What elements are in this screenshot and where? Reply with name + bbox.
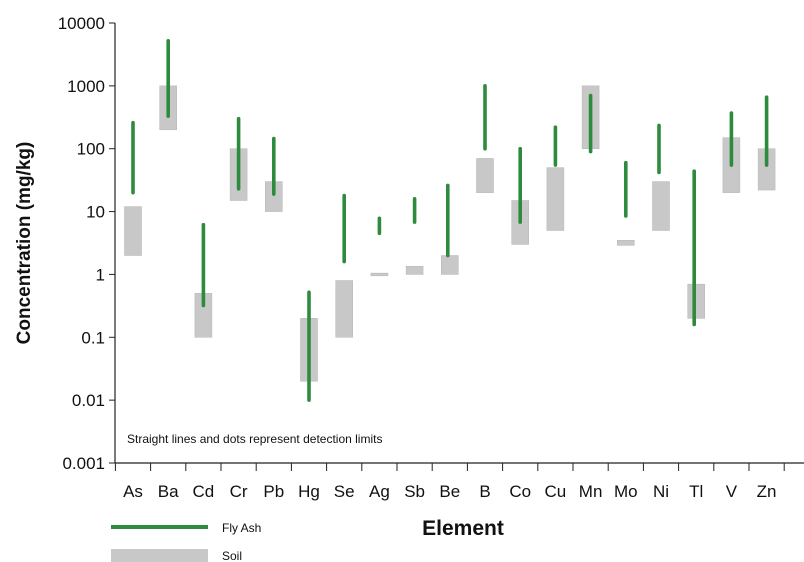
chart-annotation: Straight lines and dots represent detect…: [127, 432, 382, 446]
soil-range-bar: [441, 255, 459, 275]
x-tick-label: V: [726, 482, 738, 501]
y-tick-label: 10: [86, 203, 105, 222]
fly-ash-series: [131, 39, 769, 402]
soil-range-bar: [405, 265, 424, 275]
soil-series: [124, 85, 776, 382]
legend: Fly Ash Soil: [111, 521, 261, 562]
y-tick-label: 0.1: [81, 328, 105, 347]
soil-range-bar: [370, 272, 389, 277]
x-tick-label: Cr: [230, 482, 248, 501]
soil-range-bar: [124, 206, 142, 256]
soil-range-bar: [546, 167, 565, 231]
chart-frame: [114, 23, 804, 464]
x-tick-label: Be: [439, 482, 460, 501]
y-tick-label: 1000: [67, 77, 105, 96]
x-axis-title: Element: [422, 517, 504, 540]
soil-range-bar: [687, 283, 705, 319]
x-tick-label: Co: [509, 482, 531, 501]
x-tick-label: Ba: [158, 482, 179, 501]
soil-range-bar: [476, 158, 494, 193]
legend-soil-label: Soil: [222, 549, 242, 562]
x-tick-label: Pb: [263, 482, 284, 501]
legend-soil-swatch: [111, 549, 208, 562]
x-tick-label: Ag: [369, 482, 390, 501]
x-axis-ticks: As Ba Cd Cr Pb Hg Se Ag Sb Be B Co Cu Mn Mo Ni Tl V Zn: [114, 463, 785, 501]
soil-range-bar: [617, 239, 635, 246]
y-tick-label: 1: [96, 265, 105, 284]
x-tick-label: Cd: [193, 482, 215, 501]
soil-range-bar: [335, 280, 353, 338]
y-axis-title: Concentration (mg/kg): [14, 142, 35, 345]
x-tick-label: Se: [334, 482, 355, 501]
x-tick-label: Tl: [689, 482, 703, 501]
x-tick-label: Sb: [404, 482, 425, 501]
y-tick-label: 10000: [58, 14, 105, 33]
x-tick-label: Ni: [653, 482, 669, 501]
legend-fly-ash-label: Fly Ash: [222, 521, 261, 535]
y-tick-label: 100: [77, 140, 105, 159]
x-tick-label: Mn: [579, 482, 603, 501]
x-tick-label: Hg: [298, 482, 320, 501]
y-tick-label: 0.001: [62, 454, 105, 473]
x-tick-label: Mo: [614, 482, 638, 501]
x-tick-label: Zn: [757, 482, 777, 501]
x-tick-label: B: [479, 482, 490, 501]
x-tick-label: Cu: [545, 482, 567, 501]
soil-range-bar: [652, 181, 670, 231]
y-tick-label: 0.01: [72, 391, 105, 410]
x-tick-label: As: [123, 482, 143, 501]
y-axis-ticks: 10000 1000 100 10 1 0.1 0.01 0.001: [58, 14, 115, 473]
